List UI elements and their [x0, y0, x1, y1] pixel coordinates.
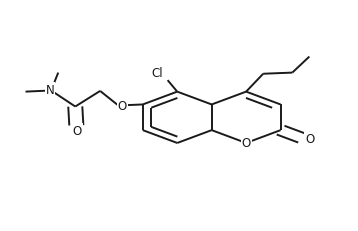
- Text: O: O: [72, 124, 82, 137]
- Text: O: O: [242, 137, 251, 150]
- Text: O: O: [305, 133, 315, 146]
- Text: O: O: [117, 99, 127, 112]
- Text: Cl: Cl: [152, 66, 164, 79]
- Text: N: N: [46, 84, 54, 97]
